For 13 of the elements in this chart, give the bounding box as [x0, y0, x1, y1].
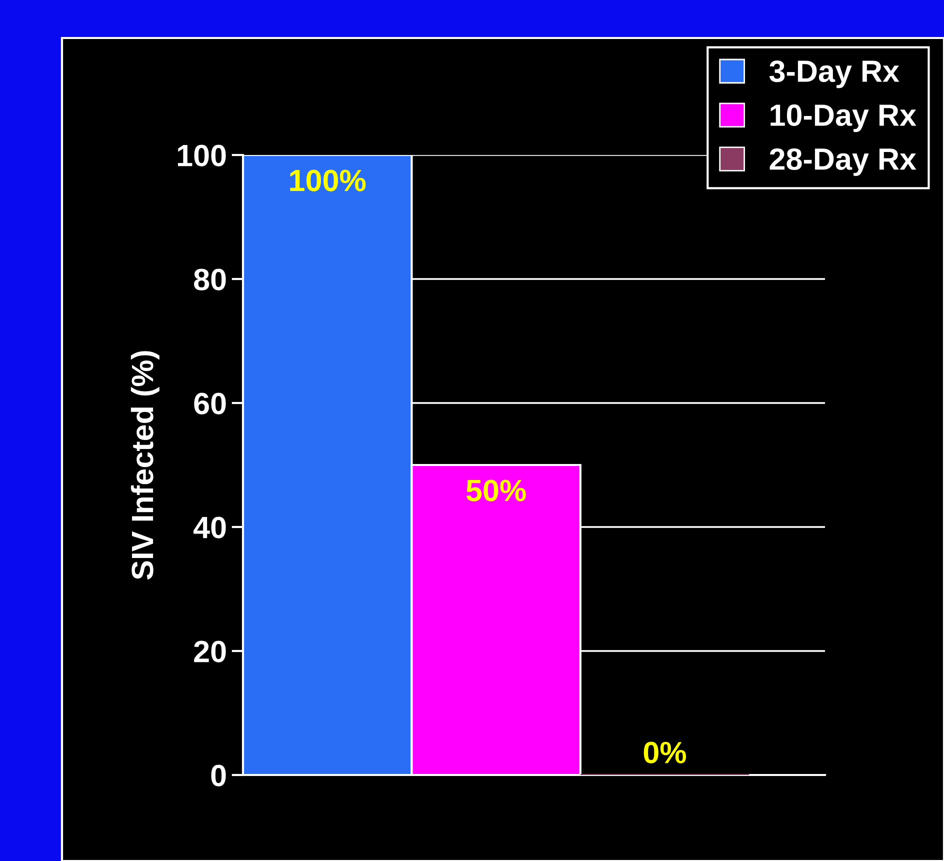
- legend-label: 28-Day Rx: [770, 148, 916, 176]
- legend-label: 10-Day Rx: [770, 104, 916, 132]
- y-axis-title: SIV Infected (%): [130, 351, 160, 580]
- legend-label: 3-Day Rx: [769, 60, 900, 88]
- y-tick-label: 20: [194, 640, 226, 662]
- data-label: 50%: [466, 480, 526, 502]
- y-tick-label: 100: [178, 144, 226, 166]
- data-label: 0%: [644, 742, 686, 764]
- y-tick-label: 60: [194, 392, 226, 414]
- y-tick-label: 0: [211, 764, 226, 786]
- data-label: 100%: [290, 170, 366, 192]
- y-tick-label: 40: [194, 516, 226, 538]
- y-tick-label: 80: [194, 268, 226, 290]
